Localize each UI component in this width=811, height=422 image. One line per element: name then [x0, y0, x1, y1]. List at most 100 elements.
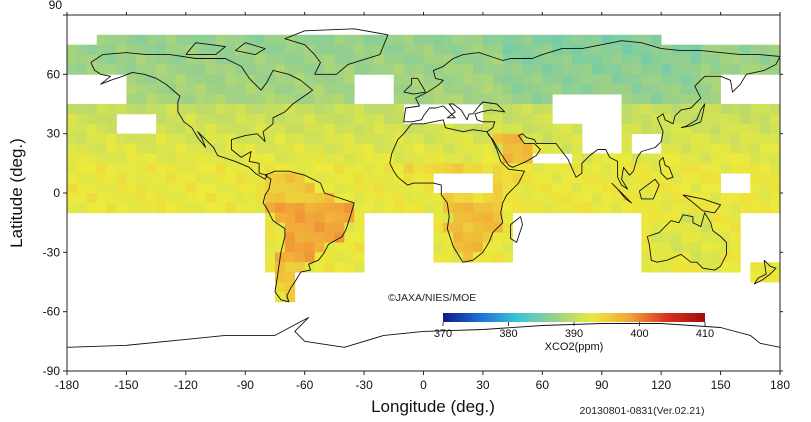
xco2-cell [284, 212, 296, 224]
xco2-cell [651, 202, 662, 214]
xco2-cell [482, 74, 494, 85]
xco2-cell [166, 113, 177, 125]
xco2-cell [482, 113, 494, 125]
xco2-cell [156, 54, 167, 65]
xco2-cell [591, 84, 603, 95]
xco2-cell [324, 54, 335, 65]
xco2-cell [314, 252, 325, 263]
xco2-cell [512, 173, 523, 184]
xco2-cell [690, 94, 702, 105]
xco2-cell [542, 113, 553, 125]
xco2-cell [690, 202, 702, 214]
xco2-cell [482, 123, 494, 135]
xco2-cell [314, 123, 325, 135]
xco2-cell [146, 84, 157, 95]
xco2-cell [443, 143, 454, 154]
xco2-cell [265, 94, 276, 105]
xco2-cell [146, 104, 157, 115]
xco2-cell [304, 84, 315, 95]
xco2-cell [680, 163, 692, 174]
xco2-cell [542, 183, 553, 194]
xco2-cell [195, 202, 207, 214]
xco2-cell [274, 123, 286, 135]
xco2-cell [611, 173, 622, 184]
xco2-cell [671, 173, 682, 184]
xco2-cell [730, 104, 741, 115]
xco2-cell [373, 44, 385, 55]
xco2-cell [294, 113, 306, 125]
xco2-cell [284, 252, 296, 263]
xco2-cell [225, 143, 236, 154]
xco2-cell [562, 143, 573, 154]
xco2-cell [245, 84, 256, 95]
xco2-cell [463, 222, 474, 233]
xco2-cell [433, 222, 444, 233]
xco2-cell [284, 84, 296, 95]
xco2-cell [383, 54, 395, 65]
xco2-cell [413, 202, 424, 214]
xco2-cell [522, 193, 533, 204]
xco2-cell [383, 153, 395, 164]
xco2-cell [413, 193, 424, 204]
xco2-cell [245, 94, 256, 105]
xco2-cell [235, 113, 246, 125]
xco2-cell [373, 133, 385, 144]
xco2-cell [146, 133, 157, 144]
xco2-cell [245, 123, 256, 135]
coastline [611, 182, 632, 204]
xco2-cell [284, 54, 296, 65]
xco2-cell [403, 74, 414, 85]
xco2-cell [591, 54, 603, 65]
xco2-cell [463, 94, 474, 105]
xco2-cell [255, 163, 266, 174]
xco2-cell [700, 202, 712, 214]
xco2-cell [166, 34, 177, 46]
xco2-cell [621, 44, 632, 55]
xco2-cell [641, 123, 652, 135]
xco2-cell [235, 54, 246, 65]
xco2-cell [314, 74, 325, 85]
xco2-cell [730, 232, 741, 243]
y-tick-label: -30 [43, 245, 61, 259]
xco2-cell [364, 143, 375, 154]
xco2-cell [502, 153, 514, 164]
xco2-cell [274, 64, 286, 75]
xco2-cell [641, 262, 652, 273]
xco2-cell [294, 104, 306, 115]
xco2-cell [740, 54, 751, 65]
xco2-cell [482, 94, 494, 105]
xco2-cell [463, 153, 474, 164]
xco2-cell [680, 64, 692, 75]
xco2-cell [364, 202, 375, 214]
xco2-cell [413, 84, 424, 95]
xco2-cell [403, 133, 414, 144]
xco2-cell [453, 202, 464, 214]
xco2-cell [423, 123, 434, 135]
xco2-cell [373, 173, 385, 184]
xco2-cell [572, 54, 583, 65]
xco2-cell [146, 44, 157, 55]
xco2-cell [690, 74, 702, 85]
xco2-cell [235, 183, 246, 194]
xco2-cell [393, 123, 405, 135]
xco2-cell [215, 54, 226, 65]
xco2-cell [492, 54, 504, 65]
xco2-cell [473, 222, 484, 233]
xco2-cell [502, 232, 514, 243]
xco2-cell [403, 163, 414, 174]
xco2-cell [532, 54, 543, 65]
xco2-cell [96, 104, 108, 115]
xco2-cell [463, 242, 474, 253]
xco2-cell [641, 163, 652, 174]
xco2-cell [344, 133, 355, 144]
xco2-cell [265, 242, 276, 253]
xco2-cell [304, 143, 315, 154]
xco2-cell [215, 143, 226, 154]
xco2-cell [433, 44, 444, 55]
xco2-cell [512, 153, 523, 164]
xco2-cell [710, 252, 721, 263]
xco2-cell [453, 74, 464, 85]
xco2-cell [166, 94, 177, 105]
xco2-cell [166, 64, 177, 75]
xco2-cell [274, 242, 286, 253]
